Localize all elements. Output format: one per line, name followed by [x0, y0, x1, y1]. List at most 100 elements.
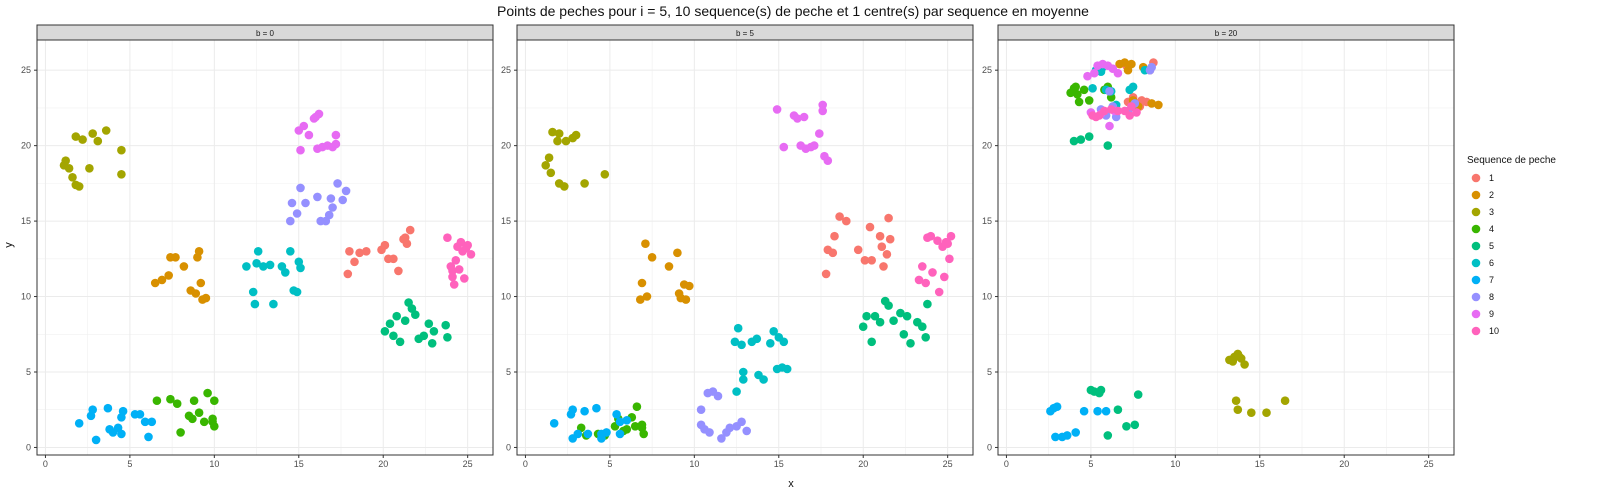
point-seq-7	[615, 429, 625, 439]
point-seq-6	[739, 367, 748, 377]
point-seq-3	[1231, 396, 1241, 406]
point-seq-5	[1084, 132, 1094, 141]
point-seq-7	[568, 405, 577, 415]
point-seq-9	[818, 106, 827, 116]
point-seq-8	[286, 216, 295, 226]
point-seq-2	[194, 247, 204, 256]
point-seq-6	[242, 262, 251, 271]
point-seq-1	[865, 222, 875, 232]
point-seq-7	[573, 429, 583, 439]
point-seq-5	[899, 330, 909, 339]
point-seq-8	[287, 198, 297, 208]
point-seq-2	[164, 271, 173, 280]
point-seq-2	[157, 275, 167, 285]
point-seq-7	[549, 419, 559, 428]
point-seq-4	[176, 428, 185, 437]
x-tick-label: 10	[689, 459, 699, 469]
strip-label: b = 5	[736, 29, 755, 38]
point-seq-8	[296, 183, 305, 193]
point-seq-3	[117, 145, 126, 155]
point-seq-8	[1147, 62, 1156, 72]
point-seq-6	[252, 259, 261, 268]
plot-background	[37, 40, 493, 455]
point-seq-4	[1084, 96, 1094, 105]
x-tick-label: 5	[127, 459, 132, 469]
point-seq-6	[259, 262, 268, 271]
point-seq-10	[1100, 106, 1109, 116]
point-seq-5	[902, 311, 912, 321]
point-seq-3	[61, 156, 70, 165]
x-tick-label: 20	[1339, 459, 1349, 469]
point-seq-9	[779, 142, 789, 152]
y-tick-label: 15	[501, 216, 511, 226]
x-tick-label: 5	[1088, 459, 1093, 469]
point-seq-5	[400, 316, 410, 326]
point-seq-2	[636, 295, 645, 304]
point-seq-7	[583, 429, 593, 439]
point-seq-4	[152, 396, 162, 406]
point-seq-5	[424, 319, 434, 329]
x-tick-label: 25	[463, 459, 473, 469]
x-tick-label: 5	[607, 459, 612, 469]
point-seq-3	[1233, 405, 1243, 415]
point-seq-5	[419, 331, 429, 341]
point-seq-1	[830, 231, 839, 241]
point-seq-9	[1105, 121, 1114, 131]
legend-key-6	[1471, 258, 1481, 268]
point-seq-6	[766, 339, 775, 348]
panel-3: b = 20 0 5 10 15 20 25 0 5 10 15 20 25	[982, 24, 1455, 469]
x-tick-label: 15	[774, 459, 784, 469]
point-seq-7	[1101, 406, 1111, 416]
point-seq-10	[449, 280, 459, 289]
point-seq-9	[823, 156, 833, 165]
point-seq-2	[647, 252, 657, 262]
point-seq-3	[546, 168, 556, 178]
point-seq-5	[1130, 420, 1140, 430]
point-seq-5	[385, 319, 395, 329]
point-seq-6	[265, 260, 275, 270]
legend-key-5	[1471, 241, 1481, 251]
point-seq-8	[333, 179, 342, 188]
legend-label-9: 9	[1489, 309, 1494, 319]
point-seq-4	[203, 388, 212, 398]
point-seq-5	[921, 333, 930, 342]
point-seq-10	[448, 272, 457, 282]
point-seq-4	[1074, 97, 1084, 107]
legend-key-10	[1471, 326, 1481, 336]
point-seq-10	[934, 287, 944, 297]
point-seq-5	[1113, 405, 1123, 415]
point-seq-3	[548, 127, 557, 137]
point-seq-7	[117, 429, 126, 439]
point-seq-4	[199, 417, 209, 427]
point-seq-7	[592, 403, 601, 413]
point-seq-7	[118, 406, 128, 416]
panels: b = 0 0 5 10 15 20 25 0 5 10 15 20 25 b = 5 0 5 10 15 20 25…	[21, 24, 1455, 469]
point-seq-3	[544, 153, 554, 162]
point-seq-4	[1073, 90, 1082, 99]
point-seq-8	[742, 426, 751, 436]
legend-key-9	[1471, 309, 1481, 319]
strip-label: b = 20	[1215, 29, 1238, 38]
point-seq-9	[296, 145, 305, 155]
x-tick-label: 0	[43, 459, 48, 469]
point-seq-6	[782, 364, 792, 374]
point-seq-3	[1262, 408, 1271, 418]
point-seq-7	[135, 410, 145, 419]
legend-label-6: 6	[1489, 258, 1494, 268]
strip-label: b = 0	[256, 29, 275, 38]
point-seq-2	[171, 252, 180, 262]
point-seq-4	[622, 425, 632, 434]
legend-label-8: 8	[1489, 292, 1494, 302]
point-seq-4	[630, 422, 640, 431]
point-seq-7	[612, 410, 621, 419]
point-seq-4	[166, 394, 175, 404]
point-seq-7	[1051, 432, 1060, 442]
point-seq-2	[641, 239, 650, 248]
point-seq-3	[560, 182, 569, 191]
point-seq-2	[642, 292, 652, 301]
point-seq-10	[451, 255, 461, 265]
point-seq-10	[456, 237, 466, 247]
legend-key-3	[1471, 207, 1481, 217]
point-seq-1	[882, 250, 892, 259]
point-seq-9	[1113, 68, 1123, 78]
